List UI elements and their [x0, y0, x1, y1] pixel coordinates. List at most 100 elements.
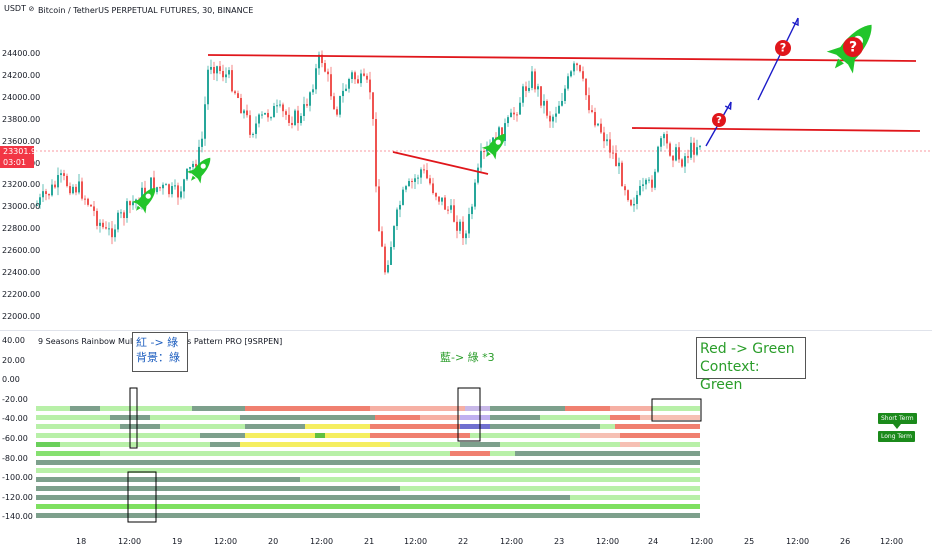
- candle-body: [435, 193, 437, 197]
- rainbow-strip-segment: [60, 442, 210, 447]
- price-chart-pane[interactable]: ??? USDT ⊘ Bitcoin / TetherUS PERPETUAL …: [0, 0, 932, 330]
- indicator-pane[interactable]: 9 Seasons Rainbow Multi Time Frames Patt…: [0, 331, 932, 530]
- candle-body: [87, 198, 89, 205]
- candle-body: [591, 110, 593, 113]
- candle-body: [111, 228, 113, 238]
- indicator-axis[interactable]: 40.00 20.00 0.00 -20.00 -40.00 -60.00 -80.00 -1…: [0, 331, 34, 530]
- candle-body: [96, 210, 98, 226]
- rainbow-strip-segment: [370, 433, 470, 438]
- legend-short-term[interactable]: Short Term: [878, 413, 917, 424]
- countdown-badge: 03:01: [0, 157, 34, 168]
- rainbow-strip-segment: [540, 415, 610, 420]
- candle-body: [504, 123, 506, 141]
- pane-separator[interactable]: [0, 330, 932, 331]
- candle-body: [219, 66, 221, 71]
- candle-body: [621, 162, 623, 187]
- candle-body: [63, 173, 65, 176]
- candle-body: [363, 73, 365, 76]
- rainbow-strip-segment: [375, 415, 420, 420]
- rainbow-strip-segment: [245, 433, 315, 438]
- candle-body: [483, 151, 485, 153]
- candle-body: [345, 88, 347, 91]
- indicator-canvas[interactable]: [0, 331, 932, 530]
- rainbow-strip-segment: [300, 477, 700, 482]
- candle-body: [69, 186, 71, 194]
- candle-body: [666, 134, 668, 144]
- candle-body: [36, 204, 38, 206]
- candle-body: [561, 100, 563, 106]
- candle-body: [45, 191, 47, 195]
- rainbow-strip-segment: [600, 424, 615, 429]
- candle-body: [609, 139, 611, 153]
- highlight-box: [127, 471, 157, 523]
- rainbow-strip-segment: [652, 406, 700, 411]
- rainbow-strip-segment: [192, 406, 245, 411]
- candle-body: [243, 110, 245, 114]
- candle-body: [318, 54, 320, 69]
- rainbow-strip-segment: [390, 442, 460, 447]
- rainbow-strip-segment: [36, 460, 700, 465]
- candle-body: [654, 171, 656, 188]
- candle-body: [639, 185, 641, 195]
- candle-body: [624, 186, 626, 191]
- candle-body: [594, 112, 596, 126]
- candle-body: [396, 209, 398, 227]
- candle-body: [471, 206, 473, 215]
- candle-body: [456, 221, 458, 231]
- indicator-tick-label: 40.00: [2, 336, 25, 345]
- candle-body: [675, 147, 677, 161]
- price-chart-canvas[interactable]: ???: [0, 0, 932, 330]
- rainbow-strip-segment: [490, 424, 600, 429]
- candle-body: [390, 247, 392, 265]
- candle-body: [144, 187, 146, 194]
- candle-body: [162, 184, 164, 189]
- candle-body: [534, 71, 536, 90]
- note-1-line-1: 紅 -> 綠: [136, 336, 179, 349]
- candle-body: [294, 110, 296, 126]
- candle-body: [72, 186, 74, 194]
- rainbow-strip-segment: [450, 451, 490, 456]
- rocket-icon: [131, 187, 156, 214]
- candle-body: [66, 175, 68, 187]
- rainbow-strip-segment: [500, 442, 620, 447]
- candle-body: [210, 66, 212, 70]
- annotation-note-1[interactable]: 紅 -> 綠 背景：綠: [132, 332, 188, 372]
- question-circle-icon-label: ?: [780, 42, 787, 55]
- candle-body: [246, 110, 248, 116]
- candle-body: [510, 112, 512, 118]
- rainbow-strip-segment: [120, 424, 160, 429]
- time-tick-label: 12:00: [404, 537, 428, 546]
- candle-body: [573, 63, 575, 72]
- projection-arrow-head: [792, 17, 799, 27]
- candle-body: [429, 178, 431, 184]
- legend-long-term[interactable]: Long Term: [878, 431, 915, 442]
- time-tick-label: 12:00: [786, 537, 810, 546]
- candle-body: [231, 70, 233, 92]
- candle-body: [588, 95, 590, 111]
- time-axis[interactable]: 18 12:00 19 12:00 20 12:00 21 12:00 22 12:00 23 12:…: [0, 530, 932, 550]
- rainbow-strip-segment: [460, 442, 500, 447]
- candle-body: [324, 63, 326, 72]
- candle-body: [681, 159, 683, 167]
- candle-body: [327, 71, 329, 75]
- time-tick-label: 12:00: [596, 537, 620, 546]
- annotation-note-3[interactable]: Red -> Green Context: Green: [696, 337, 806, 393]
- candle-body: [552, 116, 554, 122]
- candle-body: [570, 71, 572, 77]
- candle-body: [192, 163, 194, 168]
- candle-body: [174, 185, 176, 187]
- candle-body: [576, 63, 578, 66]
- projection-arrow: [757, 17, 799, 101]
- indicator-tick-label: -40.00: [2, 414, 28, 424]
- price-tick-label: 24000.00: [2, 92, 41, 102]
- candle-body: [240, 97, 242, 114]
- rainbow-strip-segment: [580, 433, 620, 438]
- annotation-note-2[interactable]: 藍-> 綠 *3: [440, 351, 495, 364]
- candle-body: [438, 196, 440, 202]
- rainbow-strip-segment: [36, 486, 400, 491]
- candle-body: [312, 89, 314, 93]
- price-axis[interactable]: 24400.00 24200.00 24000.00 23800.00 23600.00…: [0, 0, 40, 330]
- candle-body: [384, 246, 386, 273]
- rainbow-strip-segment: [565, 406, 610, 411]
- highlight-box: [129, 387, 138, 449]
